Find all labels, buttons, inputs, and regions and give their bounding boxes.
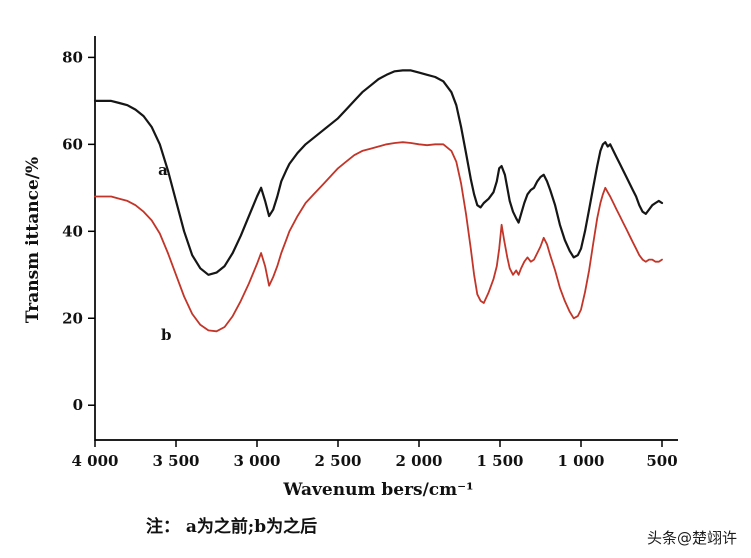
series-line-a	[93, 69, 664, 276]
y-tick-label: 40	[62, 222, 83, 240]
x-tick-label: 500	[646, 452, 677, 470]
y-axis-label: Transm ittance/%	[23, 157, 43, 323]
x-tick-label: 1 500	[477, 452, 524, 470]
x-axis-label: Wavenum bers/cm⁻¹	[282, 480, 473, 500]
y-tick-label: 0	[73, 396, 83, 414]
watermark: 头条@楚翊许	[646, 529, 737, 547]
curve-label-b: b	[161, 326, 172, 344]
x-tick-label: 4 000	[72, 452, 119, 470]
y-tick-label: 20	[62, 309, 83, 327]
x-tick-label: 3 000	[234, 452, 281, 470]
curve-label-a: a	[158, 161, 168, 179]
x-tick-label: 1 000	[558, 452, 605, 470]
figure-caption: 注： a为之前;b为之后	[146, 517, 318, 537]
series-line-b	[94, 141, 663, 333]
x-tick-label: 2 000	[396, 452, 443, 470]
x-tick-label: 2 500	[315, 452, 362, 470]
y-tick-label: 80	[62, 48, 83, 66]
axes	[94, 36, 678, 441]
x-tick-label: 3 500	[153, 452, 200, 470]
y-tick-label: 60	[62, 135, 83, 153]
